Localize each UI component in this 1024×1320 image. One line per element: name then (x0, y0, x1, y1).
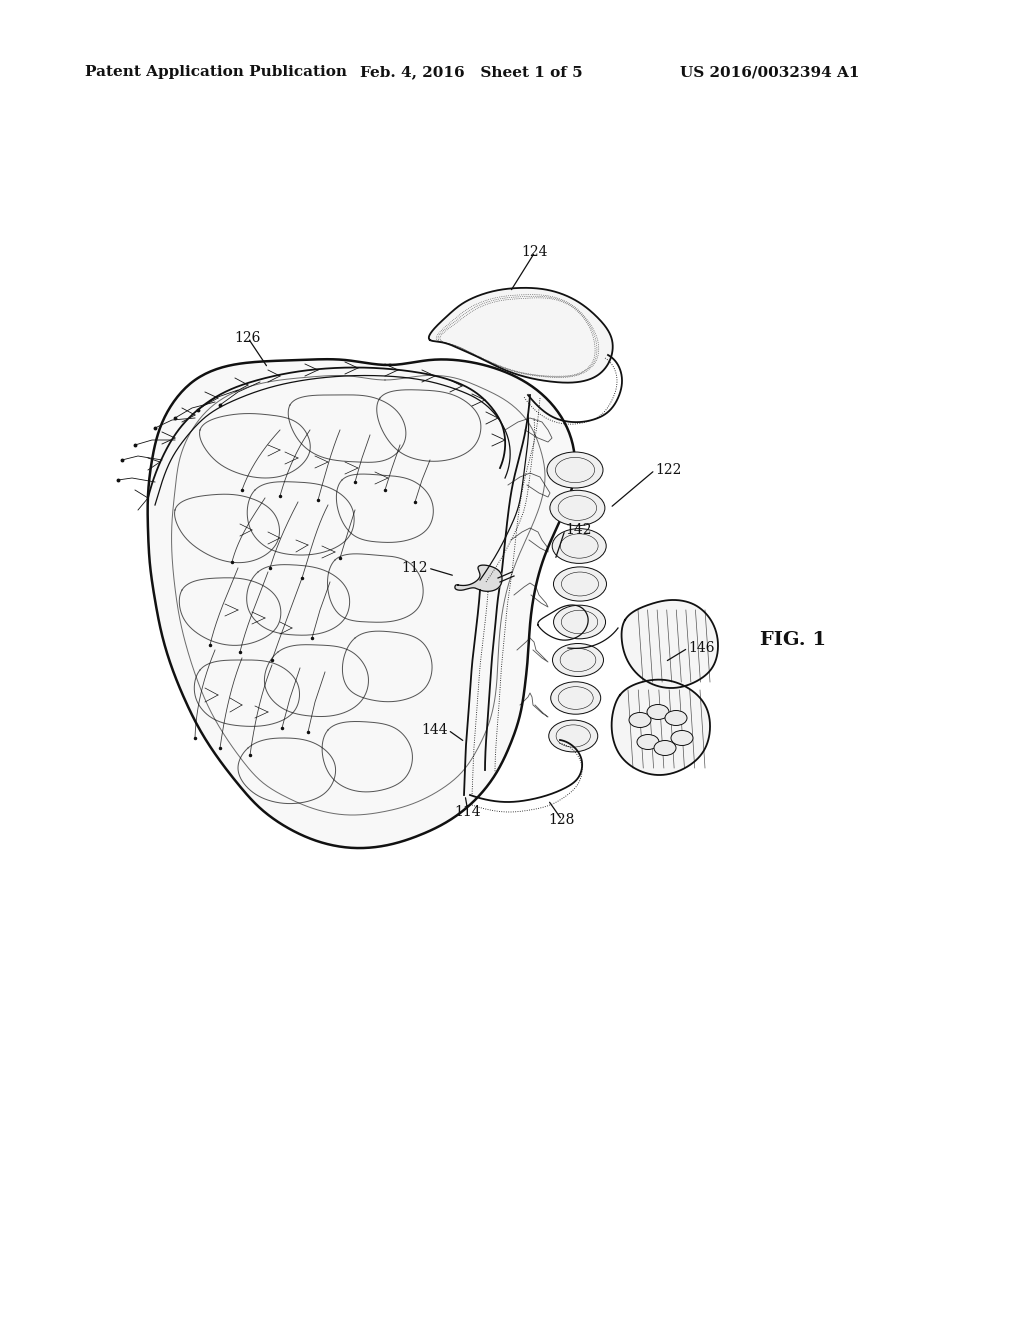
Ellipse shape (554, 566, 606, 601)
Ellipse shape (647, 705, 669, 719)
Ellipse shape (629, 713, 651, 727)
Text: Feb. 4, 2016   Sheet 1 of 5: Feb. 4, 2016 Sheet 1 of 5 (360, 65, 583, 79)
Text: 114: 114 (455, 805, 481, 818)
Text: 128: 128 (549, 813, 575, 828)
Ellipse shape (547, 451, 603, 488)
Ellipse shape (552, 528, 606, 564)
Text: FIG. 1: FIG. 1 (760, 631, 826, 649)
Polygon shape (455, 565, 502, 591)
Text: 126: 126 (234, 331, 261, 345)
Ellipse shape (637, 734, 659, 750)
Text: 144: 144 (421, 723, 449, 737)
Ellipse shape (554, 605, 605, 639)
Ellipse shape (553, 644, 603, 676)
Ellipse shape (665, 710, 687, 726)
Text: 142: 142 (565, 523, 592, 537)
Text: Patent Application Publication: Patent Application Publication (85, 65, 347, 79)
Polygon shape (429, 288, 612, 383)
Text: 122: 122 (655, 463, 681, 477)
Text: 112: 112 (401, 561, 428, 576)
Polygon shape (622, 601, 718, 688)
Ellipse shape (550, 490, 605, 525)
Ellipse shape (551, 682, 601, 714)
Ellipse shape (549, 721, 598, 752)
Polygon shape (147, 359, 575, 847)
Text: 146: 146 (688, 642, 715, 655)
Text: 124: 124 (522, 246, 548, 259)
Text: US 2016/0032394 A1: US 2016/0032394 A1 (680, 65, 859, 79)
Ellipse shape (671, 730, 693, 746)
Polygon shape (611, 680, 710, 775)
Ellipse shape (654, 741, 676, 755)
